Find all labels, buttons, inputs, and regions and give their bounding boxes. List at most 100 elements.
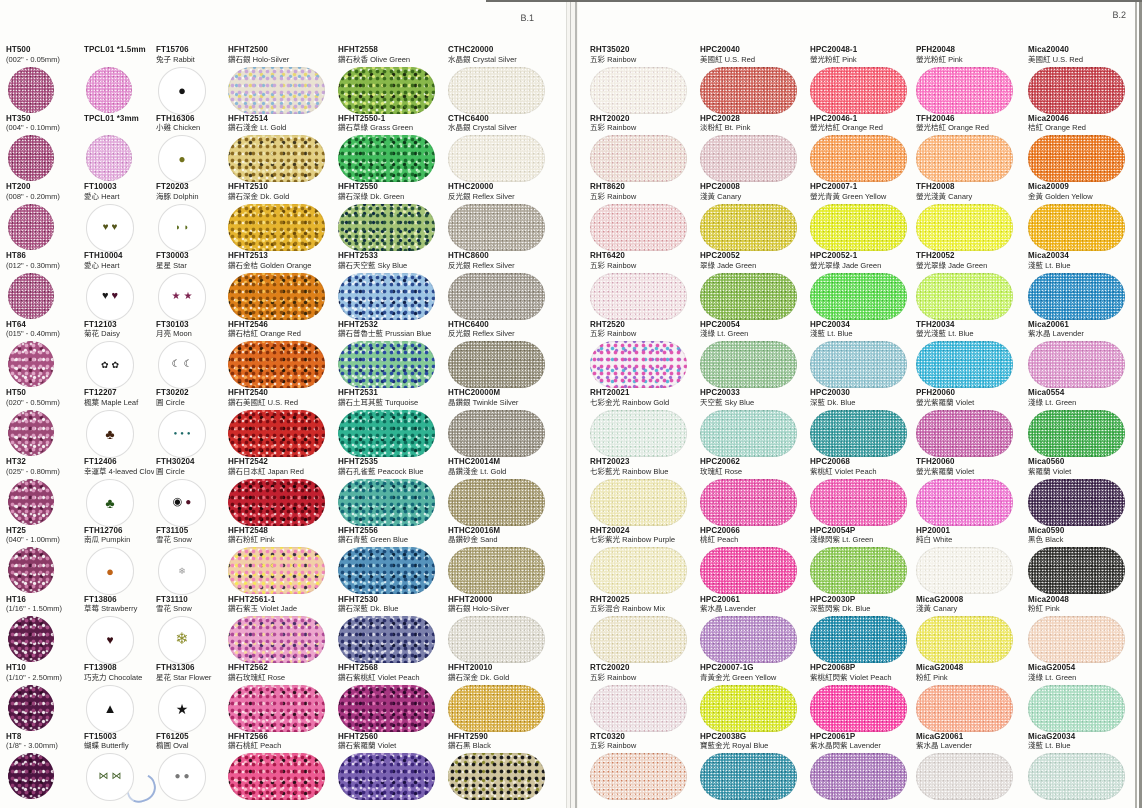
shape-swatch: ● ● ● [158, 409, 206, 458]
swatch-code: HT50 [6, 388, 26, 398]
swatch-code: TPCL01 *1.5mm [84, 45, 146, 54]
swatch-code: Mica20034 [1028, 251, 1069, 261]
catalog-cell: RHT20024 七彩紫光 Rainbow Purple [590, 521, 695, 595]
glitter-swatch [8, 409, 54, 456]
swatch-name: 鑽石秋香 Olive Green [338, 54, 411, 64]
catalog-cell: FT10003 愛心 Heart ♥ ♥ [84, 177, 154, 252]
catalog-cell: HPC20068 紫桃紅 Violet Peach [810, 452, 910, 526]
catalog-cell: Mica20034 淺藍 Lt. Blue [1028, 246, 1138, 320]
chick-icon: ● [178, 152, 186, 167]
catalog-cell: RHT20021 七彩金光 Rainbow Gold [590, 383, 695, 457]
swatch-name: (1/8" - 3.00mm) [6, 741, 58, 751]
catalog-column: CTHC20000 水晶銀 Crystal Silver CTHC6400 水晶銀 C… [448, 40, 562, 801]
swatch-code: HPC20062 [700, 457, 740, 467]
glitter-swatch [916, 616, 1013, 663]
swatch-name: 菊花 Daisy [84, 329, 120, 339]
glitter-swatch [1028, 272, 1125, 320]
swatch-code: FT15706 [156, 45, 189, 54]
catalog-cell: HPC20028 淡粉紅 Bt. Pink [700, 109, 805, 183]
catalog-cell: RHT6420 五彩 Rainbow [590, 246, 695, 320]
glitter-swatch [448, 753, 545, 801]
page-label-left: B.1 [520, 13, 534, 23]
swatch-name: 淡粉紅 Bt. Pink [700, 123, 751, 133]
swatch-name: 鑽石金桔 Golden Orange [228, 260, 312, 270]
glitter-swatch [916, 547, 1013, 595]
moon-icon: ☾ [171, 359, 181, 371]
swatch-code: HPC20068 [810, 457, 850, 467]
catalog-cell: HPC20007-1 螢光青黃 Green Yellow [810, 177, 910, 251]
swatch-code: HFHT2558 [338, 45, 378, 54]
catalog-cell: HFHT2548 鑽石粉紅 Pink [228, 521, 336, 595]
swatch-name: (025" - 0.80mm) [6, 466, 60, 476]
swatch-name: 鑽石銀 Holo-Silver [448, 604, 510, 613]
catalog-cell: Mica0590 黑色 Black [1028, 521, 1138, 595]
circle-dot-icon: ● [186, 430, 191, 437]
catalog-cell: HFHT2590 鑽石黑 Black [448, 727, 562, 801]
swatch-name: 淺綠 Lt. Green [700, 329, 749, 339]
catalog-cell: FT30103 月亮 Moon ☾ ☾ [156, 315, 226, 390]
catalog-cell: Mica20061 紫水晶 Lavender [1028, 315, 1138, 389]
swatch-name: 巧克力 Chocolate [84, 672, 143, 682]
catalog-cell: HPC20052 翠綠 Jade Green [700, 246, 805, 320]
swatch-name: 桔紅 Orange Red [1028, 123, 1086, 133]
swatch-name: 紫水晶 Lavender [916, 741, 972, 751]
swatch-name: 鑽石淺金 Lt. Gold [228, 123, 287, 133]
catalog-cell: MicaG20034 淺藍 Lt. Blue [1028, 727, 1138, 801]
glitter-swatch [228, 203, 325, 251]
glitter-swatch [228, 272, 325, 320]
catalog-column: PFH20048 螢光粉紅 Pink TFH20046 螢光桔紅 Orange Red… [916, 40, 1022, 801]
glitter-swatch [590, 753, 687, 801]
swatch-name: 橢圓 Oval [156, 741, 189, 751]
catalog-cell: HPC20030P 深藍閃紫 Dk. Blue [810, 590, 910, 663]
swatch-code: Mica20009 [1028, 182, 1069, 192]
heart-icon: ♥ [101, 290, 109, 303]
swatch-name: (012" - 0.30mm) [6, 260, 60, 270]
swatch-name: 雪花 Snow [156, 535, 192, 545]
glitter-swatch [448, 547, 545, 595]
shape-swatch: ❄ [158, 616, 206, 664]
swatch-name: 小雞 Chicken [156, 123, 201, 133]
glitter-swatch [1028, 409, 1125, 457]
catalog-cell: MicaG20054 淺綠 Lt. Green [1028, 658, 1138, 732]
swatch-code: PFH20060 [916, 388, 956, 398]
catalog-cell: HT25 (040" - 1.00mm) [6, 521, 82, 594]
circle-dot-icon: ● [180, 430, 184, 437]
shape-swatch: ♣ [86, 409, 134, 458]
catalog-column: HFHT2500 鑽石銀 Holo-Silver HFHT2514 鑽石淺金 Lt. … [228, 40, 336, 801]
glitter-swatch [1028, 203, 1125, 251]
catalog-cell: CTHC6400 水晶銀 Crystal Silver [448, 109, 562, 183]
shape-swatch: ☾ ☾ [158, 341, 206, 390]
glitter-swatch [448, 66, 545, 114]
heart-icon: ♥ [111, 290, 119, 303]
swatch-code: MicaG20048 [916, 663, 964, 673]
catalog-cell: HFHT2533 鑽石天空藍 Sky Blue [338, 246, 446, 320]
chocolate-icon: ▲ [103, 701, 117, 717]
swatch-name: 七彩藍光 Rainbow Blue [590, 466, 669, 476]
swatch-code: FT30003 [156, 251, 189, 261]
glitter-swatch [228, 135, 325, 183]
glitter-swatch [8, 203, 54, 250]
page-edge-line [566, 0, 567, 808]
glitter-swatch [338, 272, 435, 320]
swatch-code: FTH12706 [84, 525, 123, 535]
catalog-cell: HFHT20000 鑽石銀 Holo-Silver [448, 590, 562, 663]
swatch-code: HTHC8600 [448, 251, 489, 261]
circle-dot-icon: ● [173, 430, 178, 437]
swatch-code: HPC20034 [810, 319, 850, 329]
glitter-swatch [590, 616, 687, 663]
catalog-column: FT15706 兔子 Rabbit ● FTH16306 小雞 Chicken ● FT20… [156, 40, 226, 802]
swatch-name: 螢光淺黃 Canary [916, 191, 973, 201]
swatch-code: Mica0590 [1028, 525, 1065, 535]
glitter-swatch [86, 66, 132, 113]
glitter-swatch [590, 272, 687, 320]
glitter-swatch [1028, 66, 1125, 114]
catalog-cell: HPC20062 玫瑰紅 Rose [700, 452, 805, 526]
scan-edge-right [1139, 0, 1142, 808]
glitter-swatch [448, 203, 545, 251]
ring-icon: ◉ [172, 496, 183, 509]
swatch-name: 美國紅 U.S. Red [700, 54, 756, 64]
swatch-code: Mica20061 [1028, 319, 1069, 329]
swatch-name: 草莓 Strawberry [84, 604, 138, 613]
swatch-name: 寶藍金光 Royal Blue [700, 741, 769, 751]
glitter-swatch [700, 135, 797, 183]
